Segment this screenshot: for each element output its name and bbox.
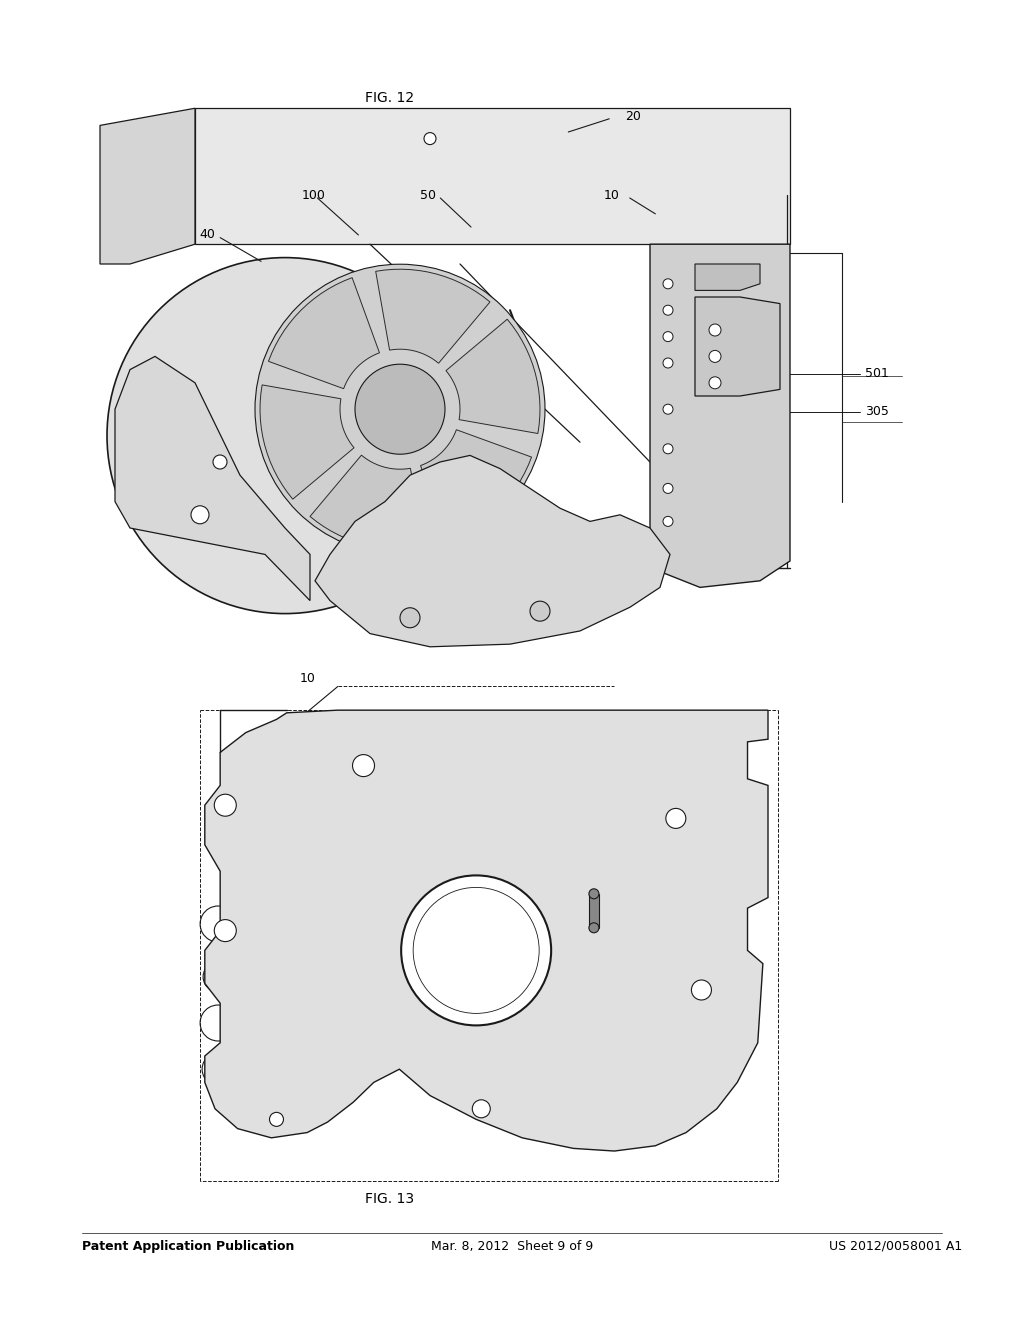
Text: 501: 501 [865,367,889,380]
Circle shape [663,404,673,414]
Circle shape [663,516,673,527]
Polygon shape [115,356,310,601]
Circle shape [691,979,712,1001]
Circle shape [709,323,721,337]
Polygon shape [695,297,780,396]
Text: 20: 20 [625,110,641,123]
Circle shape [214,920,237,941]
Polygon shape [695,264,760,290]
Polygon shape [315,455,670,647]
Circle shape [589,888,599,899]
Polygon shape [310,455,424,549]
Circle shape [191,506,209,524]
Circle shape [663,331,673,342]
Polygon shape [421,430,531,541]
Circle shape [530,601,550,622]
Circle shape [255,264,545,554]
Text: US 2012/0058001 A1: US 2012/0058001 A1 [829,1239,963,1253]
Polygon shape [195,108,790,244]
Circle shape [352,755,375,776]
Circle shape [663,358,673,368]
Circle shape [106,257,463,614]
Text: FIG. 12: FIG. 12 [365,91,414,104]
Text: FIG. 13: FIG. 13 [365,1192,414,1205]
Text: 30: 30 [671,281,687,294]
Text: 50: 50 [420,189,436,202]
Polygon shape [376,269,490,363]
Polygon shape [650,244,790,587]
Circle shape [663,279,673,289]
Circle shape [666,808,686,829]
Circle shape [401,875,551,1026]
Text: 305: 305 [865,405,889,418]
Text: 40: 40 [200,228,216,242]
Polygon shape [589,894,599,928]
Circle shape [424,132,436,145]
Circle shape [355,364,445,454]
Polygon shape [260,385,354,499]
Circle shape [709,376,721,389]
Text: 100: 100 [302,189,326,202]
Circle shape [213,455,227,469]
Circle shape [663,305,673,315]
Circle shape [663,483,673,494]
Circle shape [214,795,237,816]
Text: 10: 10 [300,672,315,685]
Text: 10: 10 [604,189,621,202]
Polygon shape [446,319,540,433]
Text: Patent Application Publication: Patent Application Publication [82,1239,294,1253]
Polygon shape [100,108,195,264]
Circle shape [709,350,721,363]
Polygon shape [268,277,380,388]
Polygon shape [205,710,768,1151]
Text: Mar. 8, 2012  Sheet 9 of 9: Mar. 8, 2012 Sheet 9 of 9 [431,1239,593,1253]
Circle shape [472,1100,490,1118]
Circle shape [400,607,420,628]
Circle shape [589,923,599,933]
Circle shape [663,444,673,454]
Circle shape [269,1113,284,1126]
